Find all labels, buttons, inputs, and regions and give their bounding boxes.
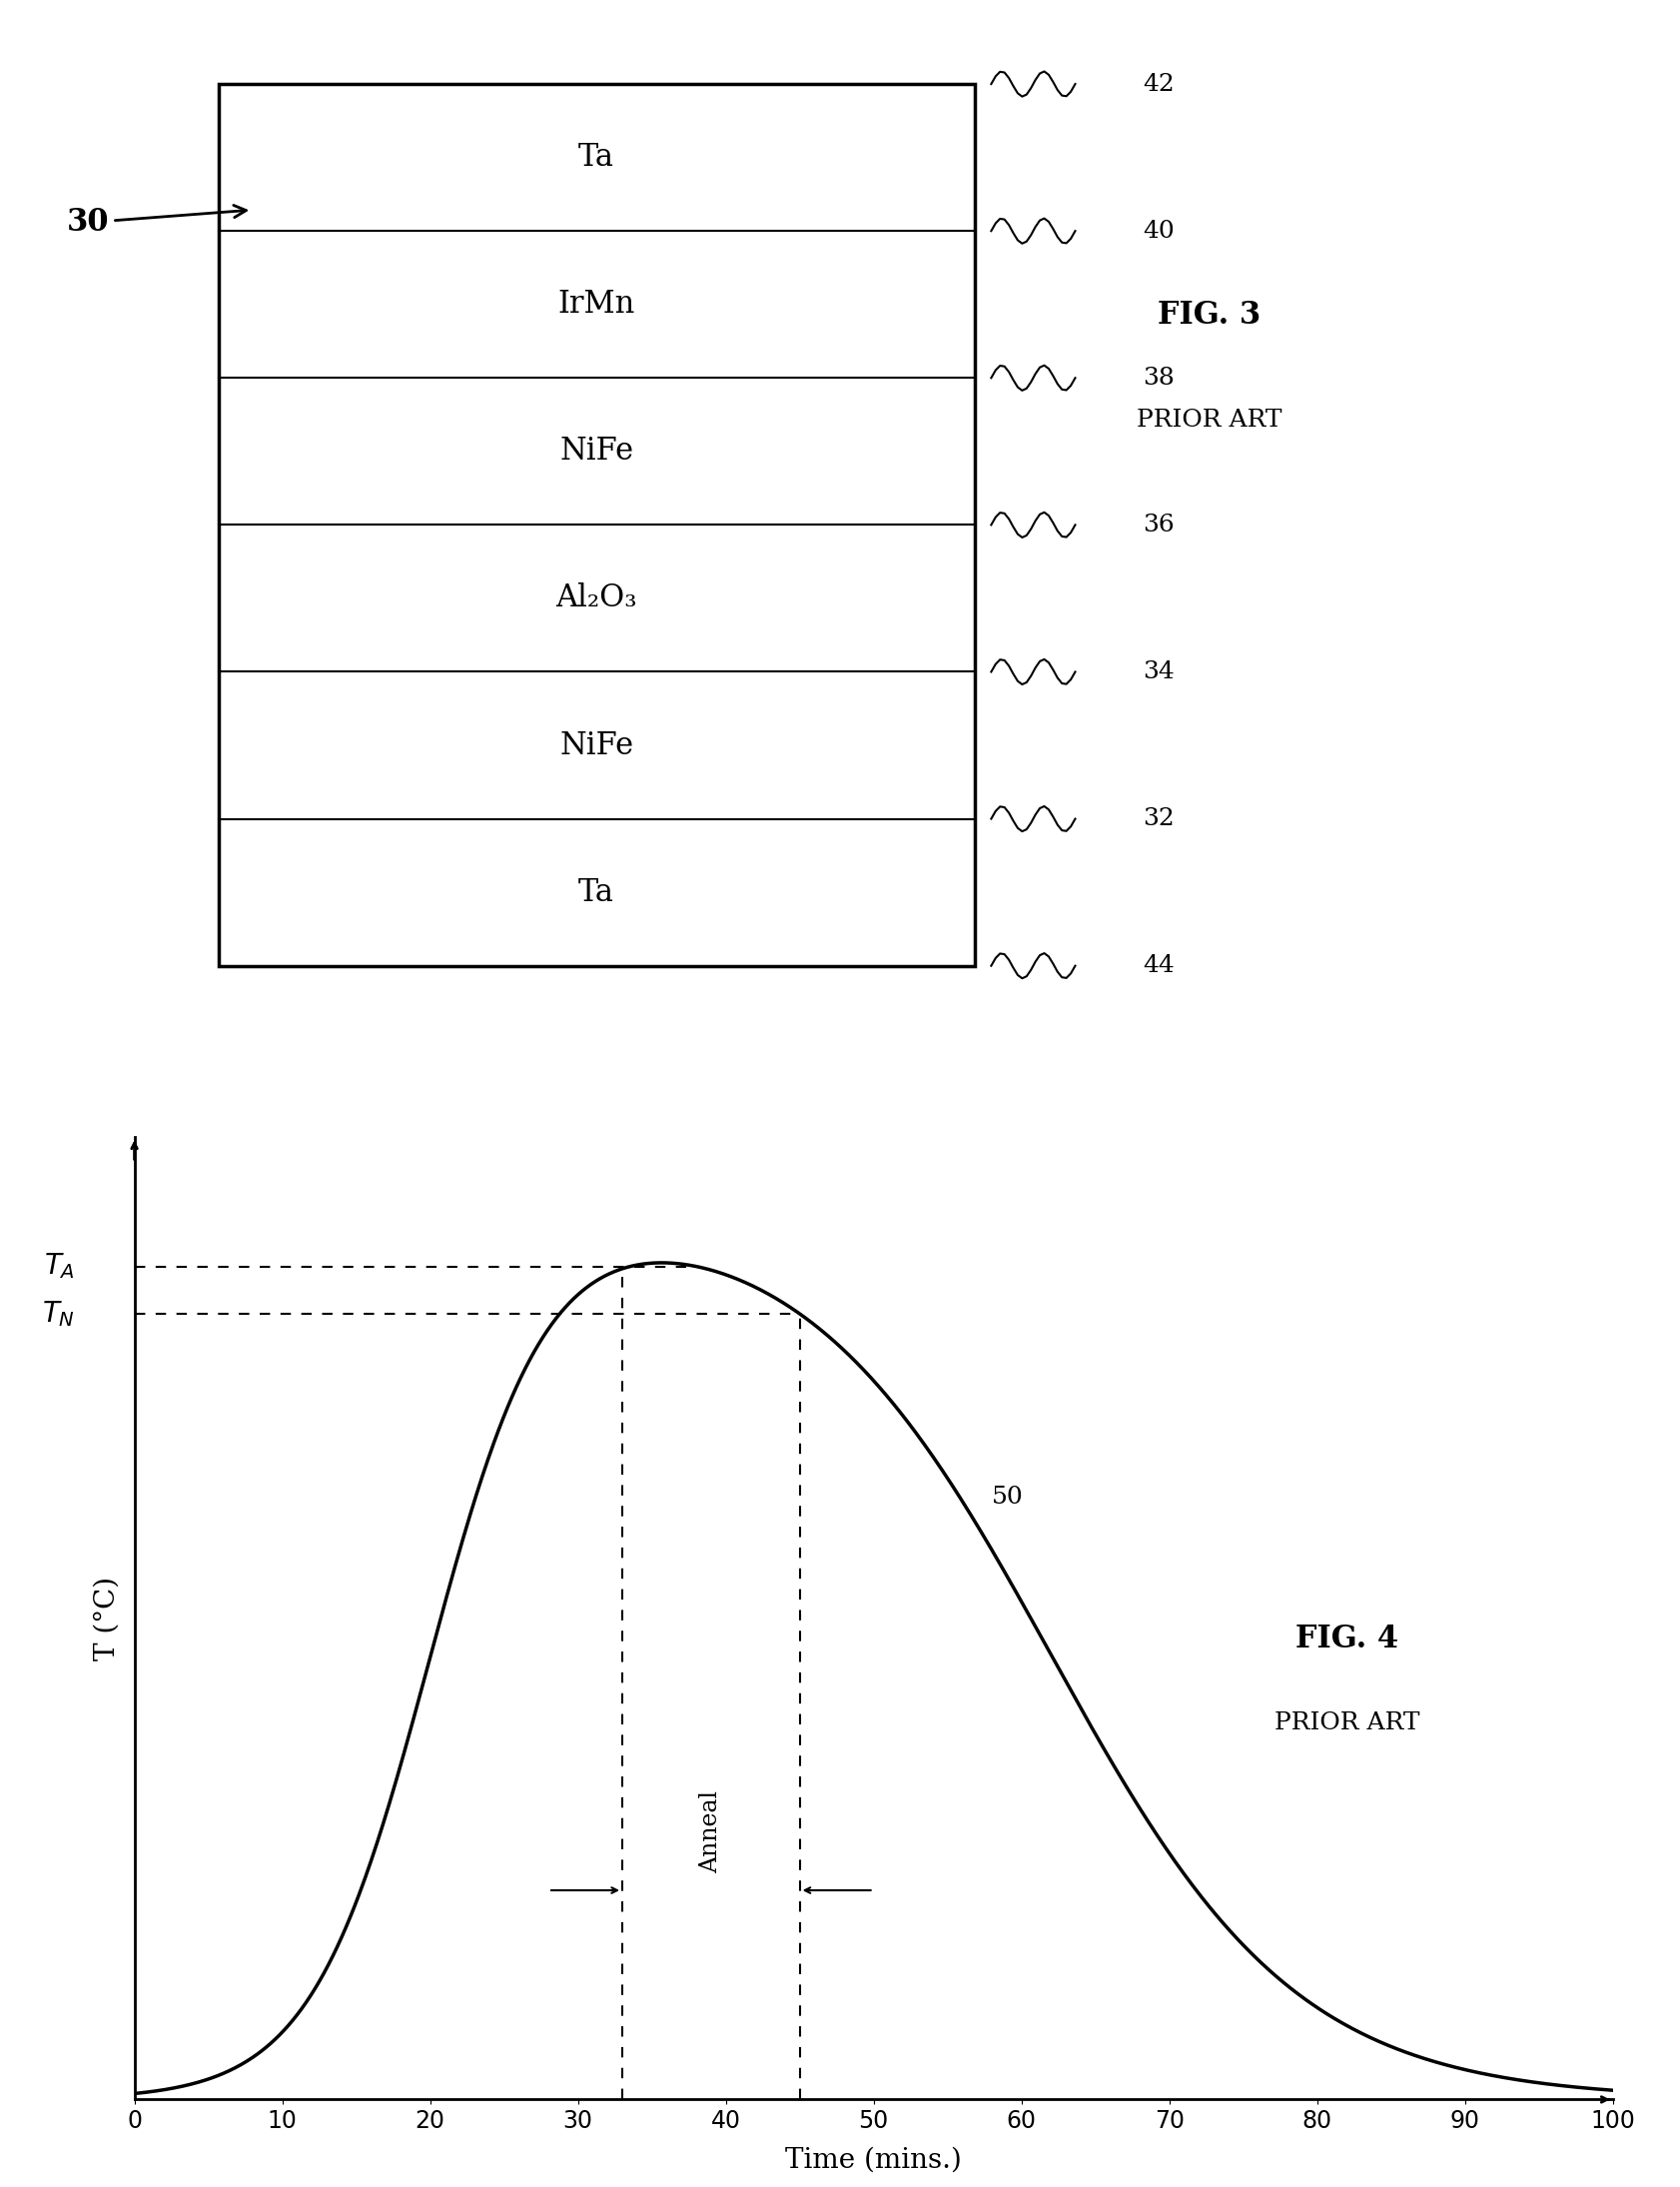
Text: PRIOR ART: PRIOR ART	[1137, 409, 1282, 431]
Text: Ta: Ta	[578, 877, 615, 908]
Text: $T_N$: $T_N$	[42, 1299, 76, 1330]
Text: NiFe: NiFe	[559, 730, 633, 761]
Text: 40: 40	[1142, 219, 1174, 243]
Text: 42: 42	[1142, 72, 1174, 96]
Text: Anneal: Anneal	[699, 1791, 722, 1874]
Text: 44: 44	[1142, 954, 1174, 978]
Text: FIG. 4: FIG. 4	[1295, 1623, 1398, 1656]
X-axis label: Time (mins.): Time (mins.)	[785, 2148, 963, 2174]
Text: IrMn: IrMn	[558, 289, 635, 319]
Text: FIG. 3: FIG. 3	[1158, 300, 1262, 330]
Text: Ta: Ta	[578, 142, 615, 173]
Text: NiFe: NiFe	[559, 435, 633, 466]
Text: PRIOR ART: PRIOR ART	[1273, 1712, 1420, 1734]
Text: 30: 30	[67, 206, 247, 238]
Text: $T_A$: $T_A$	[44, 1251, 76, 1282]
Text: 38: 38	[1142, 367, 1174, 389]
Text: 50: 50	[991, 1485, 1023, 1509]
Text: 34: 34	[1142, 660, 1174, 682]
Bar	[218, 83, 974, 967]
Y-axis label: T (°C): T (°C)	[94, 1577, 121, 1660]
Text: Al₂O₃: Al₂O₃	[556, 584, 637, 615]
Text: 36: 36	[1142, 514, 1174, 536]
Text: 32: 32	[1142, 807, 1174, 831]
